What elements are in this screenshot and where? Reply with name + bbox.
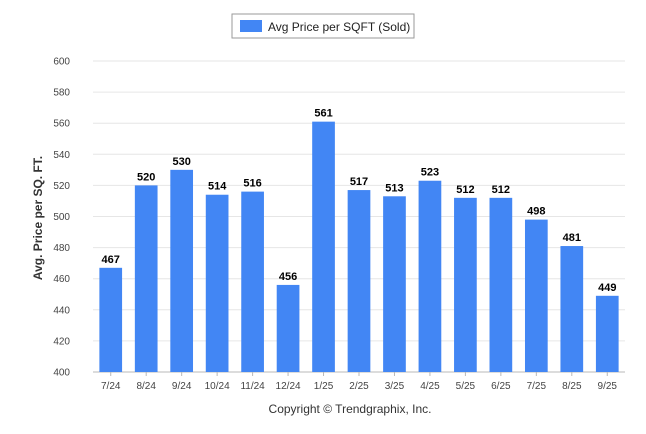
bar-7-24 <box>99 267 123 372</box>
bar-value-label: 514 <box>208 181 227 193</box>
x-tick-label: 2/25 <box>349 381 369 392</box>
bar-4-25 <box>418 180 442 372</box>
x-axis-ticks: 7/24 8/24 9/24 10/24 11/24 12/24 1/25 2/25 3/25 4… <box>101 372 617 392</box>
y-tick-label: 400 <box>53 368 70 379</box>
bars <box>99 121 619 373</box>
bar-2-25 <box>347 190 371 372</box>
x-tick-label: 4/25 <box>420 381 440 392</box>
x-tick-label: 8/25 <box>562 381 582 392</box>
bar-value-label: 512 <box>456 184 474 196</box>
bar-1-25 <box>312 121 335 373</box>
x-tick-label: 1/25 <box>314 381 334 392</box>
bar-6-25 <box>489 197 513 372</box>
bar-3-25 <box>383 196 406 372</box>
y-tick-label: 440 <box>53 305 70 316</box>
bar-12-24 <box>276 284 300 372</box>
bar-value-label: 467 <box>102 254 120 266</box>
bar-value-label: 517 <box>350 176 368 188</box>
bar-8-24 <box>134 185 158 372</box>
data-labels: 467 520 530 514 516 456 561 517 513 523 512 512 498 4… <box>102 108 617 294</box>
bar-value-label: 520 <box>137 171 155 183</box>
y-tick-label: 600 <box>53 57 70 68</box>
x-tick-label: 7/24 <box>101 381 121 392</box>
x-tick-label: 5/25 <box>456 381 476 392</box>
legend-box <box>231 13 415 39</box>
bar-value-label: 456 <box>279 271 297 283</box>
bar-value-label: 516 <box>243 178 261 190</box>
x-tick-label: 7/25 <box>527 381 547 392</box>
x-tick-label: 10/24 <box>205 381 230 392</box>
bar-value-label: 523 <box>421 167 439 179</box>
bar-value-label: 449 <box>598 282 616 294</box>
y-tick-label: 540 <box>53 150 70 161</box>
legend-label: Avg Price per SQFT (Sold) <box>268 20 410 34</box>
bar-value-label: 512 <box>492 184 510 196</box>
y-tick-label: 420 <box>53 336 70 347</box>
y-tick-label: 560 <box>53 119 70 130</box>
y-tick-label: 500 <box>53 212 70 223</box>
bar-value-label: 530 <box>172 156 190 168</box>
legend-swatch <box>240 20 262 32</box>
bar-5-25 <box>454 197 477 372</box>
bar-value-label: 498 <box>527 206 545 218</box>
x-tick-label: 8/24 <box>136 381 156 392</box>
x-tick-label: 9/24 <box>172 381 192 392</box>
y-tick-label: 580 <box>53 88 70 99</box>
x-tick-label: 9/25 <box>598 381 618 392</box>
x-tick-label: 6/25 <box>491 381 511 392</box>
bar-11-24 <box>241 191 264 372</box>
y-axis-ticks: 400 420 440 460 480 500 520 540 560 580 600 <box>53 57 70 379</box>
legend: Avg Price per SQFT (Sold) <box>231 13 415 39</box>
bar-value-label: 561 <box>314 108 332 120</box>
bar-9-25 <box>595 295 619 372</box>
x-tick-label: 11/24 <box>240 381 265 392</box>
bar-7-25 <box>524 219 548 372</box>
y-tick-label: 520 <box>53 181 70 192</box>
copyright-text: Copyright © Trendgraphix, Inc. <box>269 402 432 416</box>
y-tick-label: 480 <box>53 243 70 254</box>
x-tick-label: 12/24 <box>276 381 301 392</box>
bar-value-label: 513 <box>385 182 403 194</box>
bar-8-25 <box>560 246 584 372</box>
bar-10-24 <box>205 194 229 372</box>
bar-9-24 <box>170 169 194 372</box>
x-tick-label: 3/25 <box>385 381 405 392</box>
bar-value-label: 481 <box>563 232 581 244</box>
y-tick-label: 460 <box>53 274 70 285</box>
y-axis-title: Avg. Price per SQ. FT. <box>31 156 45 280</box>
